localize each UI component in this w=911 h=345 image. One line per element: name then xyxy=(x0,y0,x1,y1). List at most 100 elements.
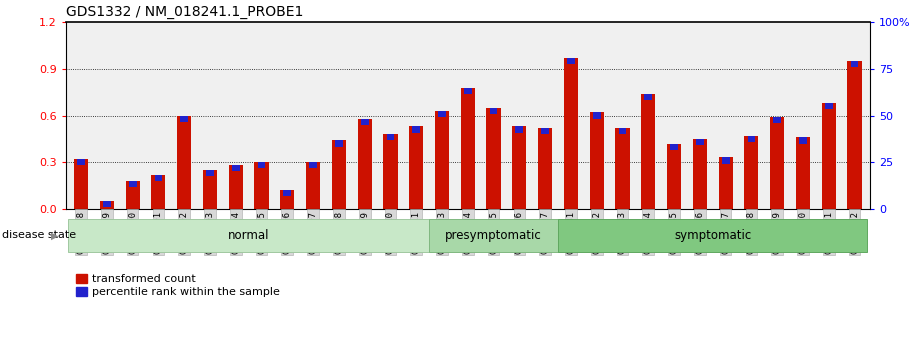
Text: GDS1332 / NM_018241.1_PROBE1: GDS1332 / NM_018241.1_PROBE1 xyxy=(66,5,303,19)
Text: GSM30690: GSM30690 xyxy=(798,210,807,254)
Text: GSM30699: GSM30699 xyxy=(102,210,111,254)
Text: GSM30704: GSM30704 xyxy=(231,210,241,254)
Bar xyxy=(589,112,604,209)
Bar xyxy=(180,116,188,122)
Bar xyxy=(719,157,732,209)
Text: GSM30689: GSM30689 xyxy=(773,210,782,254)
Bar xyxy=(409,126,424,209)
Text: symptomatic: symptomatic xyxy=(674,229,752,242)
FancyBboxPatch shape xyxy=(558,219,867,252)
Bar xyxy=(332,140,346,209)
Bar xyxy=(386,134,394,140)
Text: GSM30686: GSM30686 xyxy=(695,210,704,254)
Bar xyxy=(667,144,681,209)
Text: GSM30692: GSM30692 xyxy=(850,210,859,254)
Text: GSM30696: GSM30696 xyxy=(515,210,524,254)
Text: presymptomatic: presymptomatic xyxy=(445,229,542,242)
Bar xyxy=(306,162,320,209)
Bar xyxy=(644,94,652,100)
Text: GSM30694: GSM30694 xyxy=(464,210,472,254)
Text: GSM30684: GSM30684 xyxy=(644,210,653,254)
Text: GSM30685: GSM30685 xyxy=(670,210,679,254)
Bar xyxy=(335,140,343,147)
Bar xyxy=(103,201,111,207)
Bar xyxy=(435,111,449,209)
Text: normal: normal xyxy=(228,229,270,242)
Bar xyxy=(486,108,501,209)
Bar xyxy=(824,103,833,109)
Bar xyxy=(309,162,317,168)
Text: GSM30708: GSM30708 xyxy=(334,210,343,254)
Bar xyxy=(258,162,265,168)
Bar xyxy=(464,88,472,94)
Text: GSM30707: GSM30707 xyxy=(309,210,318,254)
Bar xyxy=(283,190,292,196)
Bar xyxy=(641,94,655,209)
Bar xyxy=(206,170,214,176)
Bar xyxy=(155,175,162,181)
Text: GSM30697: GSM30697 xyxy=(540,210,549,254)
Bar xyxy=(151,175,166,209)
Bar xyxy=(516,126,523,132)
Bar xyxy=(744,136,759,209)
Bar xyxy=(847,61,862,209)
Text: GSM30702: GSM30702 xyxy=(179,210,189,254)
Bar xyxy=(567,58,575,64)
Bar xyxy=(77,159,85,165)
FancyBboxPatch shape xyxy=(68,219,429,252)
Bar xyxy=(541,128,549,134)
Text: GSM30710: GSM30710 xyxy=(386,210,395,254)
FancyBboxPatch shape xyxy=(429,219,558,252)
Text: GSM30691: GSM30691 xyxy=(824,210,834,254)
Bar xyxy=(770,117,784,209)
Bar xyxy=(822,103,836,209)
Bar xyxy=(74,159,88,209)
Text: GSM30703: GSM30703 xyxy=(206,210,214,254)
Bar xyxy=(748,136,755,142)
Bar xyxy=(203,170,217,209)
Bar xyxy=(358,119,372,209)
Bar xyxy=(538,128,552,209)
Text: GSM30705: GSM30705 xyxy=(257,210,266,254)
Bar xyxy=(696,139,703,145)
Text: GSM30711: GSM30711 xyxy=(412,210,421,254)
Bar xyxy=(128,181,137,187)
Bar xyxy=(232,165,240,171)
Bar xyxy=(254,162,269,209)
Bar xyxy=(361,119,369,125)
Text: GSM30687: GSM30687 xyxy=(722,210,730,254)
Text: ▶: ▶ xyxy=(51,230,58,240)
Text: GSM30693: GSM30693 xyxy=(437,210,446,254)
Text: GSM30706: GSM30706 xyxy=(282,210,292,254)
Text: GSM30695: GSM30695 xyxy=(489,210,498,254)
Text: GSM30700: GSM30700 xyxy=(128,210,138,254)
Bar xyxy=(670,144,678,150)
Bar xyxy=(593,112,600,119)
Text: GSM30688: GSM30688 xyxy=(747,210,756,254)
Bar xyxy=(177,116,191,209)
Bar xyxy=(692,139,707,209)
Legend: transformed count, percentile rank within the sample: transformed count, percentile rank withi… xyxy=(71,269,284,302)
Bar xyxy=(490,108,497,114)
Bar xyxy=(796,137,810,209)
Text: disease state: disease state xyxy=(2,230,76,240)
Bar xyxy=(722,157,730,164)
Bar xyxy=(384,134,397,209)
Bar xyxy=(229,165,243,209)
Bar xyxy=(126,181,139,209)
Bar xyxy=(99,201,114,209)
Bar xyxy=(851,61,858,68)
Bar xyxy=(281,190,294,209)
Bar xyxy=(799,137,807,144)
Text: GSM30709: GSM30709 xyxy=(360,210,369,254)
Bar xyxy=(616,128,630,209)
Text: GSM30701: GSM30701 xyxy=(154,210,163,254)
Text: GSM30682: GSM30682 xyxy=(592,210,601,254)
Bar xyxy=(413,126,420,132)
Text: GSM30683: GSM30683 xyxy=(618,210,627,254)
Bar xyxy=(438,111,445,117)
Bar xyxy=(619,128,627,134)
Text: GSM30698: GSM30698 xyxy=(77,210,86,254)
Bar xyxy=(461,88,475,209)
Bar xyxy=(564,58,578,209)
